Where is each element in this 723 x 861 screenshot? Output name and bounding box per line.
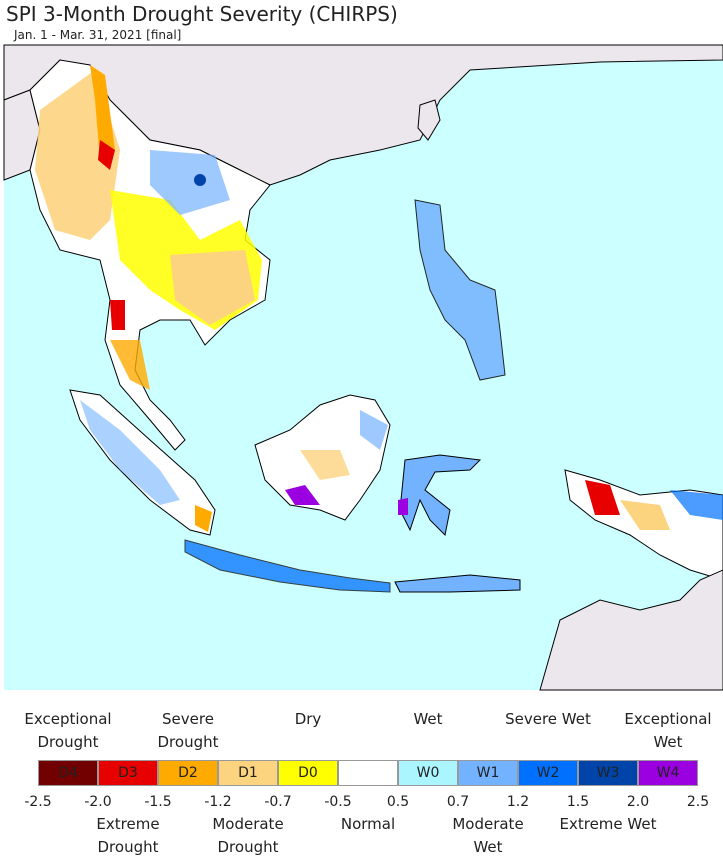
sulawesi [399, 454, 482, 537]
legend-tick-label: -2.5 [24, 794, 52, 810]
legend-description: Extreme Wet [559, 815, 657, 833]
legend-swatch: D4 [38, 760, 98, 786]
wet-area [670, 490, 723, 520]
drought-area [620, 500, 670, 530]
australia [539, 569, 723, 691]
java [184, 539, 391, 593]
legend-description: Normal [340, 815, 396, 833]
legend-description: Exceptional Wet [624, 710, 712, 751]
legend-swatch: W0 [398, 760, 458, 786]
legend-description: Wet [413, 710, 443, 728]
legend-swatch [338, 760, 398, 786]
legend-description: Severe Drought [157, 710, 219, 751]
legend-swatch: D0 [278, 760, 338, 786]
legend-swatch: W2 [518, 760, 578, 786]
legend-swatch: W1 [458, 760, 518, 786]
drought-area [110, 300, 125, 330]
legend-tick-label: -1.5 [144, 794, 172, 810]
legend-swatch: D2 [158, 760, 218, 786]
legend-tick-label: 0.7 [446, 794, 470, 810]
wet-area [285, 485, 320, 505]
drought-area [98, 140, 115, 170]
title: SPI 3-Month Drought Severity (CHIRPS) [6, 2, 398, 26]
wet-area [398, 498, 408, 515]
legend-description: Exceptional Drought [24, 710, 112, 751]
wet-area [80, 400, 180, 505]
legend: D4 Exceptional Drought D3 Extreme Drought D2… [0, 700, 723, 861]
drought-area [195, 505, 212, 532]
wet-area [150, 150, 230, 215]
legend-tick-label: 1.2 [506, 794, 530, 810]
wet-area [360, 410, 388, 450]
drought-area [90, 65, 115, 160]
wet-area [194, 174, 206, 186]
legend-tick-label: -1.2 [204, 794, 232, 810]
legend-swatch: D1 [218, 760, 278, 786]
legend-tick-label: 2.0 [626, 794, 650, 810]
drought-area [110, 340, 150, 390]
legend-tick-label: -2.0 [84, 794, 112, 810]
legend-description: Extreme Drought [96, 815, 160, 856]
legend-tick-label: 0.5 [386, 794, 410, 810]
drought-area [170, 250, 255, 325]
taiwan [417, 99, 441, 141]
nusa-tenggara [394, 574, 521, 593]
map [3, 44, 723, 691]
subtitle: Jan. 1 - Mar. 31, 2021 [final] [14, 28, 182, 42]
legend-tick-label: -0.5 [324, 794, 352, 810]
legend-tick-label: 2.5 [686, 794, 710, 810]
drought-area [585, 480, 620, 515]
legend-description: Severe Wet [505, 710, 591, 728]
legend-description: Moderate Wet [452, 815, 524, 856]
legend-swatch: W4 [638, 760, 698, 786]
legend-tick-label: 1.5 [566, 794, 590, 810]
legend-swatch: D3 [98, 760, 158, 786]
legend-description: Dry [294, 710, 322, 728]
legend-tick-label: -0.7 [264, 794, 292, 810]
legend-swatch: W3 [578, 760, 638, 786]
philippines [414, 199, 506, 381]
legend-description: Moderate Drought [212, 815, 284, 856]
drought-area [300, 450, 350, 480]
